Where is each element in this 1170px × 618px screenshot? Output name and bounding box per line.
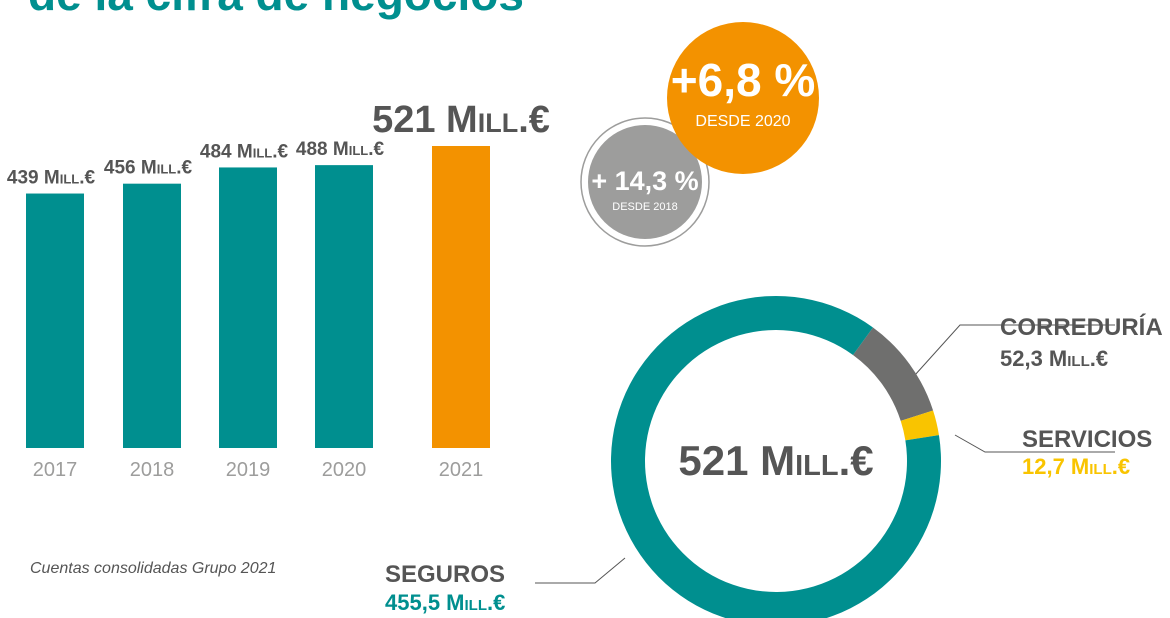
- bar: [26, 193, 84, 448]
- badge-circle: [667, 22, 819, 174]
- title: de la cifra de negocios: [28, 0, 524, 20]
- leader-line: [914, 324, 1115, 376]
- x-tick-label: 2019: [226, 459, 271, 481]
- segment-value: 52,3 Mill.€: [1000, 346, 1108, 371]
- x-tick-label: 2020: [322, 459, 367, 481]
- bar: [432, 146, 490, 448]
- segment-label: SERVICIOS: [1022, 426, 1152, 453]
- segment-label: SEGUROS: [385, 561, 505, 588]
- center-label: 521 Mill.€: [678, 437, 873, 484]
- badge-label: DESDE 2020: [695, 113, 790, 130]
- donut-segment: [852, 327, 934, 421]
- segment-label: CORREDURÍA: [1000, 313, 1163, 341]
- badge-circle: [588, 125, 702, 239]
- value-label: 439 Mill.€: [7, 168, 96, 189]
- segment-value: 12,7 Mill.€: [1022, 454, 1130, 479]
- bar: [219, 167, 277, 449]
- value-label: 484 Mill.€: [200, 141, 289, 162]
- badge-label: DESDE 2018: [612, 201, 677, 213]
- leader-line: [954, 434, 1115, 453]
- segment-value: 455,5 Mill.€: [385, 590, 505, 615]
- badge-ring: [580, 117, 710, 247]
- badge-value: + 14,3 %: [591, 166, 698, 196]
- leader-line: [535, 557, 626, 584]
- donut-segment: [900, 410, 939, 441]
- badge-value: +6,8 %: [671, 54, 816, 106]
- value-label: 488 Mill.€: [296, 139, 385, 160]
- bar: [123, 183, 181, 448]
- bar: [315, 165, 373, 448]
- x-tick-label: 2017: [33, 459, 78, 481]
- value-label: 521 Mill.€: [372, 99, 550, 141]
- x-tick-label: 2018: [130, 459, 175, 481]
- x-tick-label: 2021: [439, 459, 484, 481]
- note: Cuentas consolidadas Grupo 2021: [30, 560, 276, 577]
- value-label: 456 Mill.€: [104, 158, 193, 179]
